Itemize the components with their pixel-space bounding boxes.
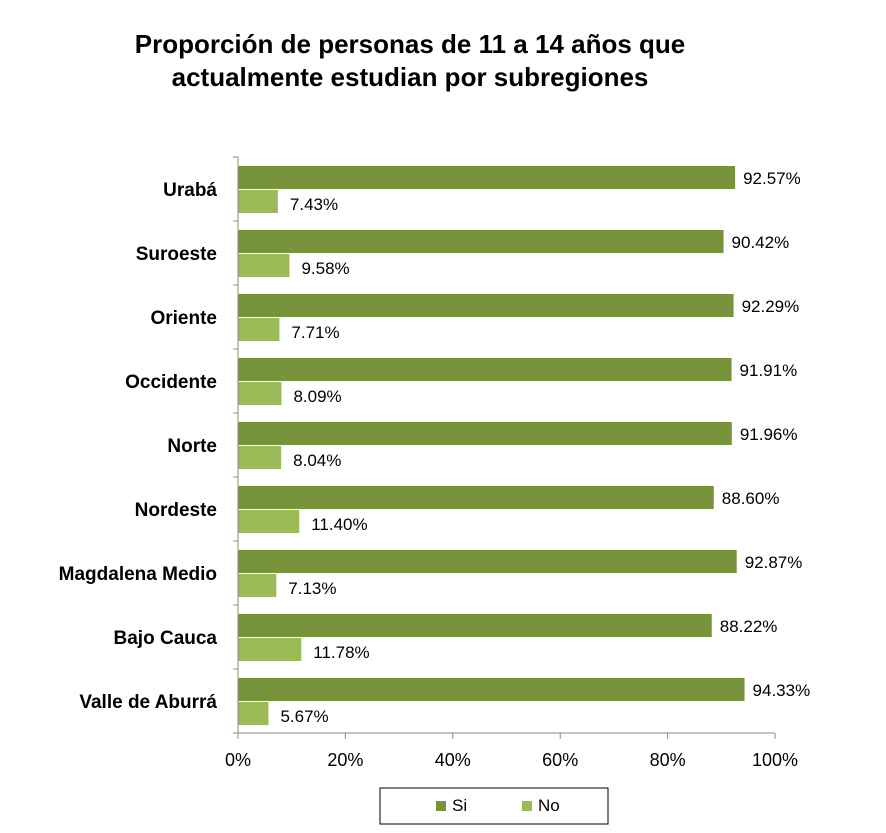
category-label-uraba: Urabá <box>163 180 217 201</box>
x-tick-label: 0% <box>225 750 251 770</box>
legend-swatch-si <box>436 801 446 811</box>
chart-title: Proporción de personas de 11 a 14 años q… <box>0 28 820 94</box>
category-label-nordeste: Nordeste <box>135 500 217 521</box>
data-label-si-magdalena-medio: 92.87% <box>745 553 803 572</box>
category-label-bajo-cauca: Bajo Cauca <box>114 628 218 649</box>
x-tick-label: 80% <box>650 750 686 770</box>
bar-no-suroeste <box>238 254 290 277</box>
bar-no-norte <box>238 446 282 469</box>
chart-title-line-2: actualmente estudian por subregiones <box>171 62 649 92</box>
bar-si-magdalena-medio <box>238 550 737 573</box>
bar-no-oriente <box>238 318 280 341</box>
data-label-no-norte: 8.04% <box>293 451 341 470</box>
data-label-no-suroeste: 9.58% <box>301 259 349 278</box>
bar-no-bajo-cauca <box>238 638 302 661</box>
bar-no-magdalena-medio <box>238 574 277 597</box>
data-label-no-bajo-cauca: 11.78% <box>313 643 369 662</box>
category-label-occidente: Occidente <box>125 372 217 393</box>
bar-si-bajo-cauca <box>238 614 712 637</box>
data-label-no-magdalena-medio: 7.13% <box>288 579 336 598</box>
data-label-no-nordeste: 11.40% <box>311 515 367 534</box>
data-label-si-occidente: 91.91% <box>740 361 798 380</box>
x-tick-label: 20% <box>327 750 363 770</box>
data-label-no-occidente: 8.09% <box>293 387 341 406</box>
data-label-si-uraba: 92.57% <box>743 169 801 188</box>
bar-no-uraba <box>238 190 278 213</box>
data-label-no-valle-de-aburra: 5.67% <box>280 707 328 726</box>
x-tick-label: 60% <box>542 750 578 770</box>
data-label-si-bajo-cauca: 88.22% <box>720 617 778 636</box>
category-label-suroeste: Suroeste <box>136 244 217 265</box>
bar-si-occidente <box>238 358 732 381</box>
bar-si-oriente <box>238 294 734 317</box>
data-label-no-uraba: 7.43% <box>290 195 338 214</box>
legend-label-si: Si <box>452 796 467 815</box>
x-tick-label: 100% <box>752 750 798 770</box>
data-label-si-oriente: 92.29% <box>742 297 800 316</box>
data-label-si-nordeste: 88.60% <box>722 489 780 508</box>
legend-label-no: No <box>538 796 560 815</box>
chart-title-line-1: Proporción de personas de 11 a 14 años q… <box>134 29 686 59</box>
data-label-si-valle-de-aburra: 94.33% <box>753 681 811 700</box>
bar-no-valle-de-aburra <box>238 702 269 725</box>
bar-si-norte <box>238 422 732 445</box>
category-label-valle-de-aburra: Valle de Aburrá <box>79 692 217 713</box>
bar-si-nordeste <box>238 486 714 509</box>
legend-box <box>379 787 609 825</box>
x-tick-label: 40% <box>435 750 471 770</box>
bar-no-nordeste <box>238 510 300 533</box>
category-label-norte: Norte <box>167 436 217 457</box>
bar-si-suroeste <box>238 230 724 253</box>
category-label-magdalena-medio: Magdalena Medio <box>59 564 217 585</box>
bar-no-occidente <box>238 382 282 405</box>
legend-swatch-no <box>522 801 532 811</box>
data-label-si-norte: 91.96% <box>740 425 798 444</box>
category-label-oriente: Oriente <box>150 308 217 329</box>
data-label-no-oriente: 7.71% <box>291 323 339 342</box>
bar-si-valle-de-aburra <box>238 678 745 701</box>
bar-si-uraba <box>238 166 736 189</box>
data-label-si-suroeste: 90.42% <box>732 233 790 252</box>
